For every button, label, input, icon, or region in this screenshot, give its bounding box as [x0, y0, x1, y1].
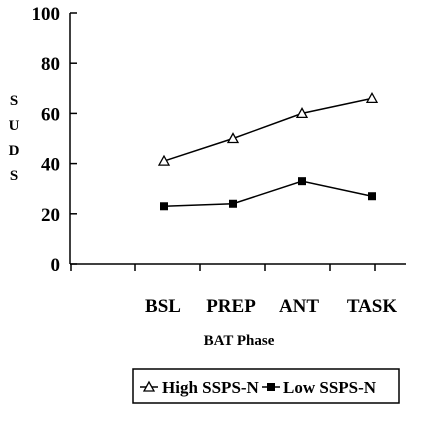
x-tick-label: PREP	[206, 296, 256, 317]
series-line	[163, 97, 373, 162]
data-point-2-4	[368, 192, 376, 201]
x-tick-label: TASK	[347, 296, 398, 317]
data-point-1-2	[226, 132, 240, 144]
x-axis-title: BAT Phase	[204, 333, 275, 349]
data-point-legend-2	[267, 383, 275, 391]
y-axis-title-letter: S	[10, 93, 18, 109]
series-2	[160, 177, 376, 211]
legend-box	[132, 368, 400, 404]
y-axis-ticks: 0 20 40 60 80 100	[32, 4, 77, 276]
data-point-1-4	[365, 92, 379, 103]
data-point-2-1	[160, 202, 168, 211]
y-tick-label: 0	[51, 255, 61, 276]
y-tick-label: 80	[41, 54, 60, 75]
data-series	[157, 92, 379, 211]
y-axis-title-letter: D	[9, 143, 20, 159]
data-point-1-1	[157, 154, 171, 166]
y-tick-label: 60	[41, 104, 60, 125]
x-tick-label: ANT	[279, 296, 319, 317]
data-point-2-2	[229, 199, 237, 208]
y-axis-title-letter: U	[9, 118, 20, 134]
series-line	[163, 180, 373, 208]
y-axis-title-letter: S	[10, 168, 18, 184]
legend-label: Low SSPS-N	[283, 378, 377, 397]
x-axis-ticks: BSL PREP ANT TASK	[70, 264, 398, 317]
y-tick-label: 20	[41, 205, 60, 226]
y-tick-label: 100	[32, 4, 61, 25]
series-1	[157, 92, 379, 166]
y-tick-label: 40	[41, 155, 60, 176]
axes	[69, 13, 406, 265]
legend: High SSPS-N Low SSPS-N	[132, 368, 400, 404]
data-point-legend-1	[142, 380, 156, 392]
x-tick-label: BSL	[145, 296, 181, 317]
data-point-1-3	[295, 107, 309, 119]
legend-label: High SSPS-N	[162, 378, 260, 397]
data-point-2-3	[298, 177, 306, 186]
